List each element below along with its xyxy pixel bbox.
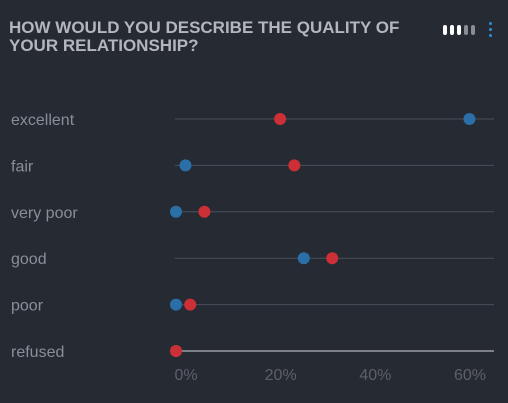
data-point[interactable] (179, 159, 192, 172)
category-label: excellent (11, 112, 75, 129)
data-point[interactable] (198, 205, 211, 218)
vertical-dots-icon[interactable] (487, 22, 494, 37)
category-label: fair (11, 158, 34, 175)
category-label: poor (11, 298, 44, 315)
category-label: very poor (11, 205, 78, 222)
data-point[interactable] (170, 298, 182, 311)
data-point[interactable] (184, 298, 197, 311)
data-point[interactable] (288, 159, 301, 172)
data-point[interactable] (326, 252, 339, 265)
x-tick-label: 20% (265, 367, 297, 384)
category-label: good (11, 251, 47, 268)
data-point[interactable] (170, 205, 182, 218)
bars-icon[interactable] (443, 24, 475, 35)
data-point[interactable] (297, 252, 310, 265)
category-label: refused (11, 344, 64, 361)
x-tick-label: 0% (174, 367, 197, 384)
chart-toolbar (443, 22, 494, 37)
data-point[interactable] (170, 345, 182, 357)
x-tick-label: 60% (454, 367, 486, 384)
chart-title: HOW WOULD YOU DESCRIBE THE QUALITY OF YO… (9, 18, 400, 55)
x-tick-label: 40% (359, 367, 391, 384)
data-point[interactable] (463, 113, 476, 125)
data-point[interactable] (274, 113, 287, 125)
